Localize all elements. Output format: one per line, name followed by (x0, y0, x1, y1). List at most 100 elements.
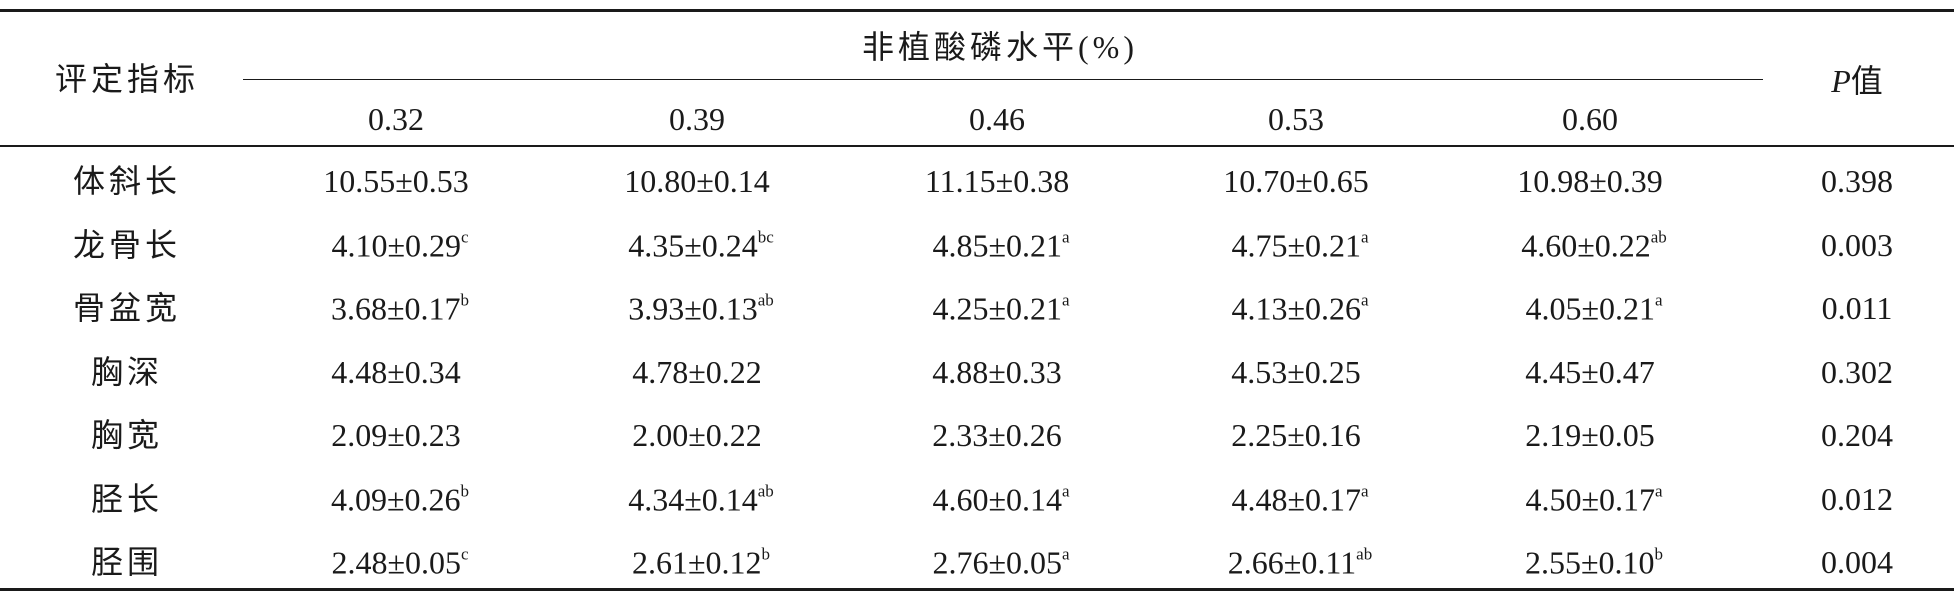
value-cell: 4.60±0.14a (932, 482, 1069, 515)
value-text: 4.60±0.14 (932, 481, 1063, 517)
value-cell: 10.98±0.39 (1517, 165, 1663, 197)
significance-mark: ab (757, 290, 774, 310)
value-cell: 2.76±0.05a (932, 546, 1069, 579)
p-italic: P (1831, 63, 1851, 99)
p-value: 0.204 (1821, 417, 1893, 453)
value-cell: 4.48±0.17a (1231, 482, 1368, 515)
significance-mark: ab (1650, 227, 1667, 246)
value-text: 4.50±0.17 (1525, 481, 1656, 517)
value-text: 4.85±0.21 (932, 227, 1063, 263)
significance-mark: ab (1356, 544, 1373, 564)
value-cell: 4.50±0.17a (1525, 482, 1662, 515)
value-text: 4.13±0.26 (1231, 290, 1362, 327)
level-label: 0.60 (1562, 101, 1618, 137)
significance-mark: b (460, 290, 470, 310)
value-cell: 4.25±0.21a (932, 292, 1069, 325)
value-cell: 10.80±0.14 (624, 165, 770, 197)
value-text: 4.75±0.21 (1231, 227, 1362, 263)
value-text: 10.80±0.14 (624, 163, 770, 199)
value-cell: 4.48±0.34 (331, 356, 461, 388)
significance-mark: ab (757, 481, 774, 500)
value-text: 4.53±0.25 (1231, 353, 1361, 390)
value-cell: 4.78±0.22 (632, 356, 762, 388)
significance-mark: a (1062, 481, 1070, 500)
value-text: 2.33±0.26 (932, 417, 1062, 453)
value-cell: 10.55±0.53 (323, 165, 469, 197)
header-rule (0, 145, 1954, 147)
level-label: 0.46 (969, 101, 1025, 137)
value-cell: 4.13±0.26a (1231, 292, 1368, 325)
value-cell: 3.93±0.13ab (628, 292, 774, 325)
value-cell: 4.75±0.21a (1231, 228, 1368, 261)
value-text: 4.45±0.47 (1525, 353, 1655, 390)
value-cell: 4.45±0.47 (1525, 356, 1655, 388)
significance-mark: a (1062, 290, 1070, 310)
value-cell: 10.70±0.65 (1223, 165, 1369, 197)
value-cell: 4.35±0.24bc (628, 228, 774, 261)
bottom-rule (0, 588, 1954, 591)
value-cell: 2.09±0.23 (331, 419, 461, 451)
value-cell: 2.00±0.22 (632, 419, 762, 451)
significance-mark: a (1361, 227, 1369, 246)
value-text: 2.76±0.05 (932, 544, 1063, 581)
p-value: 0.004 (1821, 544, 1893, 580)
value-cell: 4.10±0.29c (331, 228, 468, 261)
top-rule (0, 9, 1954, 12)
value-cell: 4.34±0.14ab (628, 482, 774, 515)
significance-mark: bc (757, 227, 774, 246)
value-cell: 4.53±0.25 (1231, 356, 1361, 388)
header-p: P值 (1831, 65, 1883, 97)
significance-mark: c (461, 544, 469, 564)
value-cell: 4.88±0.33 (932, 356, 1062, 388)
significance-mark: a (1062, 227, 1070, 246)
p-value: 0.003 (1821, 226, 1893, 263)
p-value: 0.398 (1821, 163, 1893, 199)
significance-mark: b (761, 544, 771, 564)
significance-mark: a (1655, 481, 1663, 500)
value-text: 2.19±0.05 (1525, 417, 1655, 453)
significance-mark: a (1361, 481, 1369, 500)
significance-mark: a (1655, 290, 1663, 310)
value-text: 4.88±0.33 (932, 353, 1062, 390)
p-text: 值 (1850, 63, 1883, 99)
value-cell: 2.66±0.11ab (1228, 546, 1372, 579)
value-cell: 4.05±0.21a (1525, 292, 1662, 325)
value-cell: 3.68±0.17b (331, 292, 469, 325)
p-value: 0.302 (1821, 353, 1893, 390)
value-text: 2.55±0.10 (1524, 544, 1655, 581)
row-name: 胫长 (90, 480, 164, 517)
value-text: 2.61±0.12 (631, 544, 762, 581)
value-cell: 2.33±0.26 (932, 419, 1062, 451)
p-value: 0.011 (1821, 290, 1893, 326)
value-text: 10.55±0.53 (323, 163, 469, 199)
value-text: 2.25±0.16 (1231, 417, 1361, 453)
value-cell: 2.19±0.05 (1525, 419, 1655, 451)
value-text: 4.09±0.26 (330, 481, 461, 517)
value-text: 4.25±0.21 (932, 290, 1063, 327)
value-cell: 2.55±0.10b (1525, 546, 1663, 579)
value-cell: 11.15±0.38 (925, 165, 1069, 197)
value-cell: 2.61±0.12b (632, 546, 770, 579)
value-text: 3.93±0.13 (628, 290, 758, 327)
level-label: 0.39 (669, 101, 725, 137)
row-name: 胸宽 (90, 417, 164, 453)
significance-mark: b (1654, 544, 1664, 564)
row-name: 骨盆宽 (72, 290, 182, 326)
value-text: 2.66±0.11 (1227, 544, 1357, 581)
group-rule (243, 79, 1763, 80)
significance-mark: a (1062, 544, 1070, 564)
value-text: 4.10±0.29 (331, 227, 462, 263)
value-text: 3.68±0.17 (330, 290, 461, 327)
value-cell: 4.09±0.26b (331, 482, 469, 515)
level-label: 0.53 (1268, 101, 1324, 137)
header-group: 非植酸磷水平(%) (862, 29, 1138, 65)
row-name: 体斜长 (72, 163, 182, 199)
value-cell: 4.85±0.21a (932, 228, 1069, 261)
value-text: 4.48±0.34 (331, 353, 461, 390)
value-text: 4.35±0.24 (628, 227, 758, 263)
significance-mark: a (1361, 290, 1369, 310)
level-label: 0.32 (368, 101, 424, 137)
value-text: 4.48±0.17 (1231, 481, 1362, 517)
value-text: 10.70±0.65 (1223, 163, 1369, 199)
row-name: 胫围 (90, 544, 164, 580)
